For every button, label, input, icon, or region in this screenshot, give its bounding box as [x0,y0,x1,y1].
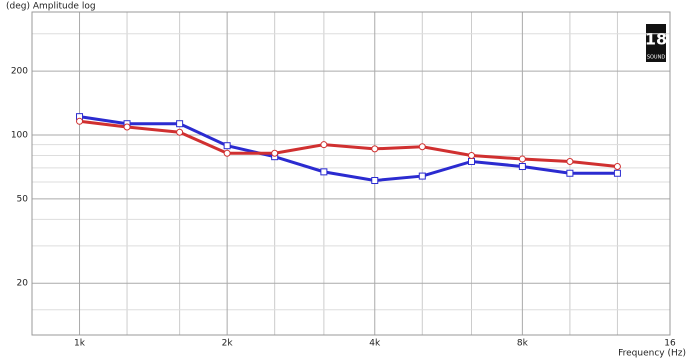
y-axis-label: (deg) Amplitude log [6,2,96,12]
y-tick-label: 100 [11,130,28,140]
marker [566,169,574,177]
x-tick-label: 16 [664,339,676,349]
marker [468,152,476,160]
x-tick-label: 8k [517,339,529,349]
marker [76,117,84,125]
x-tick-label: 4k [369,339,381,349]
x-tick-label: 2k [222,339,234,349]
logo-number: 18 [645,30,667,49]
series-line [79,119,618,169]
marker [371,145,379,153]
series-line [79,115,618,183]
marker [468,157,476,165]
marker [418,172,426,180]
marker [371,177,379,185]
x-tick-label: 1k [74,339,86,349]
marker [271,149,279,157]
marker [566,157,574,165]
marker [418,143,426,151]
x-axis-label: Frequency (Hz) [618,349,686,359]
marker [123,123,131,131]
marker [518,155,526,163]
marker [320,168,328,176]
marker [613,169,621,177]
logo-text: SOUND [647,55,666,61]
y-tick-label: 50 [17,194,29,204]
marker [518,163,526,171]
marker [223,149,231,157]
y-tick-label: 200 [11,67,28,77]
marker [320,141,328,149]
y-tick-label: 20 [17,279,29,289]
marker [223,142,231,150]
plot-frame [31,11,671,336]
marker [176,120,184,128]
marker [176,128,184,136]
marker [613,163,621,171]
